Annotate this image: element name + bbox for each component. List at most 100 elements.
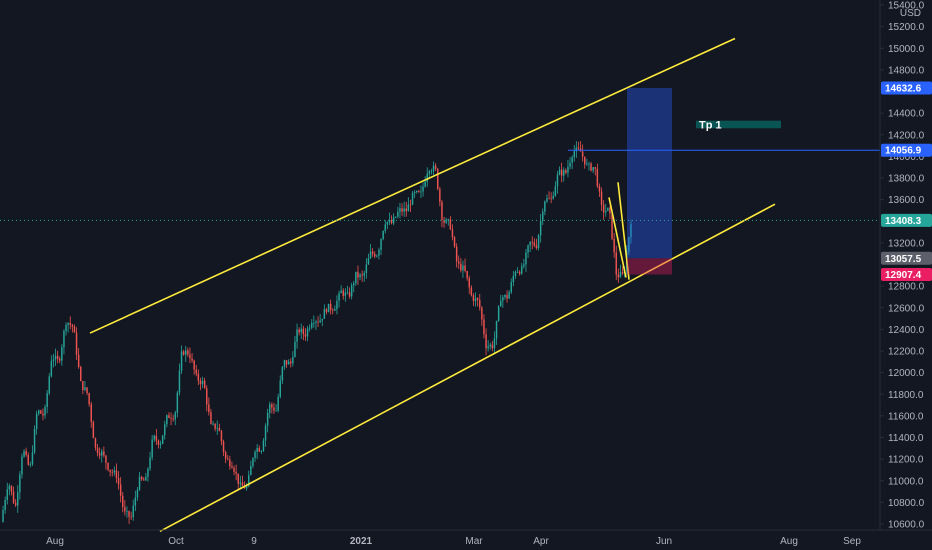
- candle-body: [82, 381, 84, 391]
- candle-body: [584, 156, 586, 165]
- tp1-label-box[interactable]: [696, 120, 781, 129]
- candle-body: [302, 328, 305, 335]
- candle-body: [101, 451, 103, 456]
- candle-body: [451, 229, 454, 238]
- time-tick-label: Apr: [533, 536, 549, 547]
- candle-body: [212, 423, 214, 425]
- position-stop-zone[interactable]: [627, 258, 672, 275]
- candle-body: [46, 393, 48, 407]
- candle-body: [434, 165, 437, 169]
- candle-body: [233, 467, 235, 472]
- candle-body: [178, 370, 181, 393]
- wedge-line-a[interactable]: [617, 182, 630, 280]
- candle-body: [54, 355, 57, 360]
- candle-body: [311, 323, 313, 328]
- candle-body: [458, 261, 460, 264]
- candle-body: [617, 274, 620, 278]
- candle-body: [581, 151, 584, 157]
- candle-body: [275, 410, 277, 412]
- candle-body: [422, 186, 424, 192]
- price-tick-label: 12600.0: [888, 303, 925, 314]
- candle-body: [126, 511, 128, 512]
- candle-body: [460, 263, 462, 271]
- candle-body: [105, 455, 107, 463]
- candle-body: [166, 415, 168, 425]
- candle-body: [86, 387, 88, 394]
- candle-body: [489, 344, 491, 347]
- candle-body: [395, 216, 397, 218]
- candle-body: [241, 482, 244, 486]
- price-tick-label: 11400.0: [888, 433, 924, 444]
- candle-body: [619, 272, 622, 278]
- candle-body: [407, 204, 410, 212]
- candle-body: [609, 207, 611, 214]
- candle-body: [218, 427, 221, 431]
- candle-body: [332, 309, 334, 311]
- time-axis[interactable]: Aug Oct 9 2021 Mar Apr Jun Aug Sep: [0, 529, 932, 547]
- candle-body: [594, 167, 596, 169]
- candle-body: [189, 354, 191, 359]
- time-tick-label: Oct: [168, 536, 184, 547]
- candle-body: [117, 478, 120, 485]
- candle-body: [264, 425, 267, 441]
- candle-body: [90, 404, 92, 422]
- candle-body: [628, 237, 630, 252]
- candle-body: [290, 361, 292, 364]
- price-badge: [881, 268, 932, 282]
- position-target-zone[interactable]: [627, 87, 672, 259]
- candle-body: [327, 303, 330, 313]
- candle-body: [279, 380, 281, 397]
- candle-body: [292, 357, 294, 364]
- lower-channel-line[interactable]: [159, 203, 776, 533]
- candle-body: [334, 309, 336, 311]
- candle-body: [140, 476, 143, 480]
- candle-body: [416, 190, 418, 192]
- candle-body: [483, 319, 485, 335]
- candle-body: [449, 219, 452, 230]
- candle-body: [159, 443, 162, 445]
- candle-body: [588, 163, 590, 165]
- candle-body: [529, 241, 531, 246]
- candle-body: [550, 198, 552, 200]
- candle-body: [65, 324, 67, 332]
- candle-body: [71, 324, 74, 327]
- price-axis[interactable]: USD 10600.0 10800.0 11000.0 11200.0 11400.0 11…: [879, 0, 932, 550]
- candle-body: [600, 191, 603, 205]
- candle-body: [80, 367, 82, 382]
- candle-body: [231, 466, 233, 468]
- time-tick-label: 9: [251, 536, 257, 547]
- candle-body: [313, 322, 315, 324]
- drawings-layer: Tp 1: [0, 37, 880, 533]
- candle-body: [27, 454, 29, 465]
- candle-body: [224, 452, 227, 459]
- candle-body: [437, 168, 439, 189]
- candle-body: [403, 208, 405, 212]
- candle-body: [361, 274, 363, 276]
- candle-body: [23, 451, 25, 457]
- candle-body: [363, 272, 365, 276]
- candle-body: [2, 509, 4, 522]
- candle-body: [308, 327, 311, 329]
- currency-label: USD: [900, 8, 921, 19]
- candle-body: [439, 188, 441, 202]
- candle-body: [397, 211, 399, 217]
- candle-body: [481, 307, 483, 320]
- price-tick-label: 11800.0: [888, 390, 924, 401]
- candle-body: [399, 208, 401, 212]
- candle-body: [506, 294, 508, 299]
- wedge-line-b[interactable]: [608, 197, 627, 278]
- candle-body: [569, 162, 571, 167]
- price-badge-label: 14056.9: [885, 146, 922, 157]
- candle-body: [592, 167, 594, 171]
- candle-body: [258, 448, 260, 452]
- candle-body: [119, 484, 122, 496]
- candle-body: [527, 245, 529, 253]
- upper-channel-line[interactable]: [89, 37, 736, 334]
- candle-body: [479, 299, 481, 308]
- candle-body: [586, 163, 588, 165]
- candle-body: [348, 292, 351, 297]
- candle-body: [537, 235, 540, 249]
- candle-body: [443, 219, 445, 223]
